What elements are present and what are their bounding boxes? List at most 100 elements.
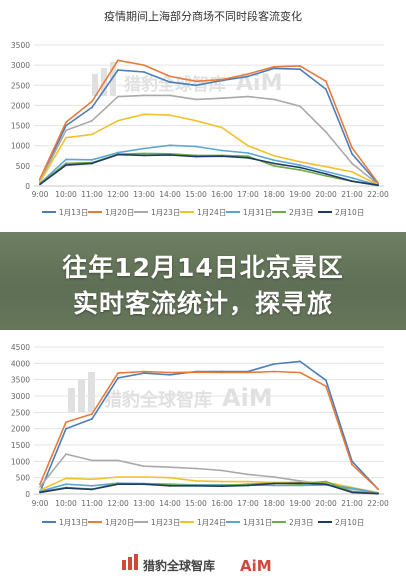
chart1-ytick-label: 1500 <box>11 122 30 131</box>
chart1-point <box>351 152 353 155</box>
chart2-point <box>247 483 249 486</box>
chart2-point <box>91 413 93 415</box>
watermark-brand-bottom: AiM <box>222 384 273 412</box>
chart2-point <box>65 421 67 424</box>
chart2-point <box>143 465 145 468</box>
chart1-ytick-label: 500 <box>16 162 31 171</box>
chart2-point <box>195 480 197 482</box>
chart1-legend-label: 1月13日 <box>59 208 88 217</box>
chart2-point <box>299 484 301 487</box>
chart2-point <box>39 491 41 494</box>
chart2-series-line <box>39 453 379 494</box>
chart1-point <box>65 129 67 132</box>
watermark-text-top: 猎豹全球智库 <box>124 74 226 95</box>
chart2-point <box>273 484 275 487</box>
chart2-point <box>299 480 301 482</box>
chart2-point <box>247 484 249 487</box>
chart2-point <box>377 492 379 495</box>
chart2-point <box>351 491 353 494</box>
chart2-point <box>143 483 145 486</box>
chart1-point <box>377 184 379 187</box>
chart2-point <box>247 473 249 476</box>
chart1-point <box>273 98 275 101</box>
chart2-point <box>65 477 67 480</box>
chart1-point <box>143 152 145 155</box>
chart1-point <box>299 164 301 166</box>
chart1-point <box>247 73 249 75</box>
chart1-xtick-label: 20:00 <box>315 190 337 199</box>
chart1-point <box>91 106 93 109</box>
chart1-series-line <box>39 94 379 186</box>
chart2-point <box>117 483 119 486</box>
chart2-point <box>299 360 301 363</box>
chart2-xtick-label: 12:00 <box>107 499 129 508</box>
chart1-point <box>91 133 93 136</box>
chart1-legend-label: 1月24日 <box>197 208 226 217</box>
chart1-point <box>351 177 353 179</box>
chart2-legend-label: 1月20日 <box>105 518 134 527</box>
chart2-point <box>169 476 171 479</box>
chart2-ytick-label: 3000 <box>11 392 30 401</box>
chart1-point <box>65 136 67 139</box>
chart1-xtick-label: 17:00 <box>237 190 259 199</box>
chart2-point <box>169 484 171 487</box>
chart2-point <box>117 476 119 478</box>
chart1-point <box>65 162 67 165</box>
chart1-ytick-label: 3000 <box>11 61 30 70</box>
chart2-legend-label: 2月10日 <box>335 518 364 527</box>
chart2-point <box>195 467 197 470</box>
chart1-point <box>221 126 223 129</box>
chart2-series-line <box>39 370 379 490</box>
chart2-point <box>143 476 145 478</box>
chart2-series-line <box>39 482 379 495</box>
chart2-xtick-label: 15:00 <box>185 499 207 508</box>
chart2-gridlines <box>34 346 384 495</box>
chart2-ytick-label: 4000 <box>11 359 30 368</box>
chart2-point <box>377 488 379 490</box>
chart2-point <box>273 363 275 365</box>
chart1-point <box>169 114 171 116</box>
chart1-point <box>273 159 275 162</box>
chart2-ytick-label: 2500 <box>11 408 30 417</box>
chart1-point <box>325 80 327 83</box>
chart2-point <box>221 480 223 483</box>
chart2-point <box>169 373 171 376</box>
chart1-point <box>195 84 197 87</box>
chart1-point <box>169 144 171 147</box>
chart1-point <box>39 183 41 186</box>
chart1-point <box>169 81 171 83</box>
chart2-ytick-label: 1500 <box>11 441 30 450</box>
chart1-xtick-label: 13:00 <box>133 190 155 199</box>
chart1-point <box>351 171 353 173</box>
footer-logo: 猎豹全球智库 AiM <box>122 554 272 575</box>
chart1-point <box>221 97 223 100</box>
chart2-point <box>39 483 41 486</box>
chart1-point <box>195 98 197 101</box>
chart1-legend-label: 1月20日 <box>105 208 134 217</box>
chart2-point <box>143 372 145 375</box>
chart1-series-line <box>39 67 379 185</box>
chart1-point <box>143 113 145 116</box>
chart1-point <box>273 65 275 68</box>
chart2-legend-label: 1月13日 <box>59 518 88 527</box>
chart1-point <box>299 160 301 163</box>
chart1-point <box>351 162 353 165</box>
chart1-series-line <box>39 59 379 184</box>
chart1-xtick-label: 15:00 <box>185 190 207 199</box>
chart2-ytick-label: 500 <box>16 474 31 483</box>
chart1-point <box>273 164 275 167</box>
chart1-point <box>117 59 119 62</box>
chart2-point <box>273 370 275 373</box>
chart1-point <box>195 155 197 158</box>
chart2-point <box>143 370 145 373</box>
chart2-xtick-label: 17:00 <box>237 499 259 508</box>
chart2-ytick-label: 2000 <box>11 425 30 434</box>
chart1-point <box>325 88 327 91</box>
chart1-point <box>195 80 197 83</box>
chart2-xtick-label: 9:00 <box>32 499 49 508</box>
chart2-point <box>325 483 327 486</box>
chart1-point <box>221 78 223 81</box>
chart1-point <box>143 94 145 97</box>
chart2-point <box>65 487 67 490</box>
chart2-ytick-label: 3500 <box>11 376 30 385</box>
